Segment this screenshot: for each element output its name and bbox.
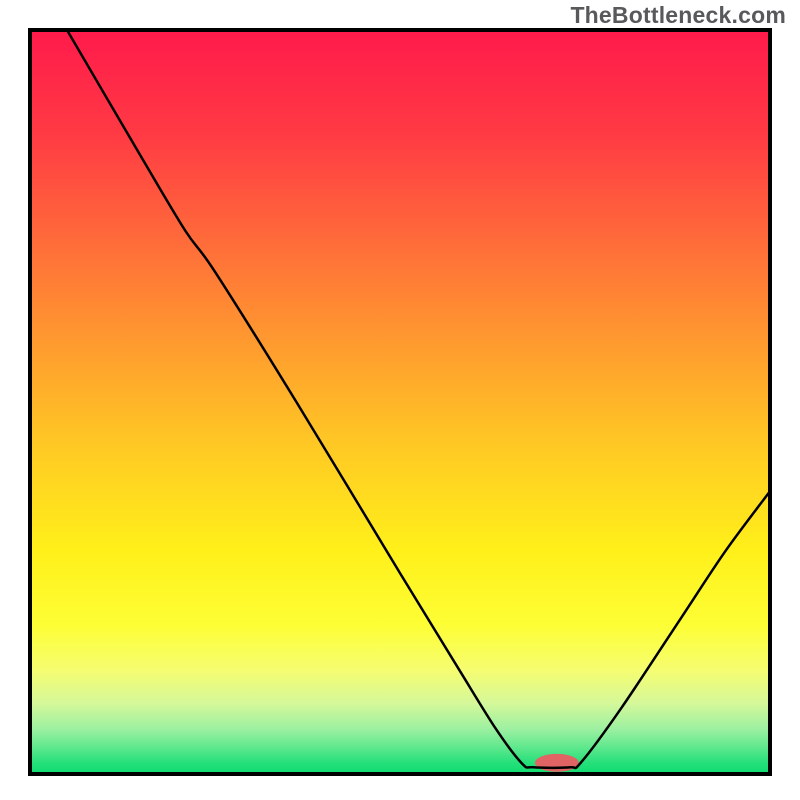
chart-svg [0, 0, 800, 800]
gradient-background [30, 30, 770, 774]
watermark-text: TheBottleneck.com [570, 2, 786, 29]
bottleneck-chart: TheBottleneck.com [0, 0, 800, 800]
minimum-marker [535, 754, 579, 772]
